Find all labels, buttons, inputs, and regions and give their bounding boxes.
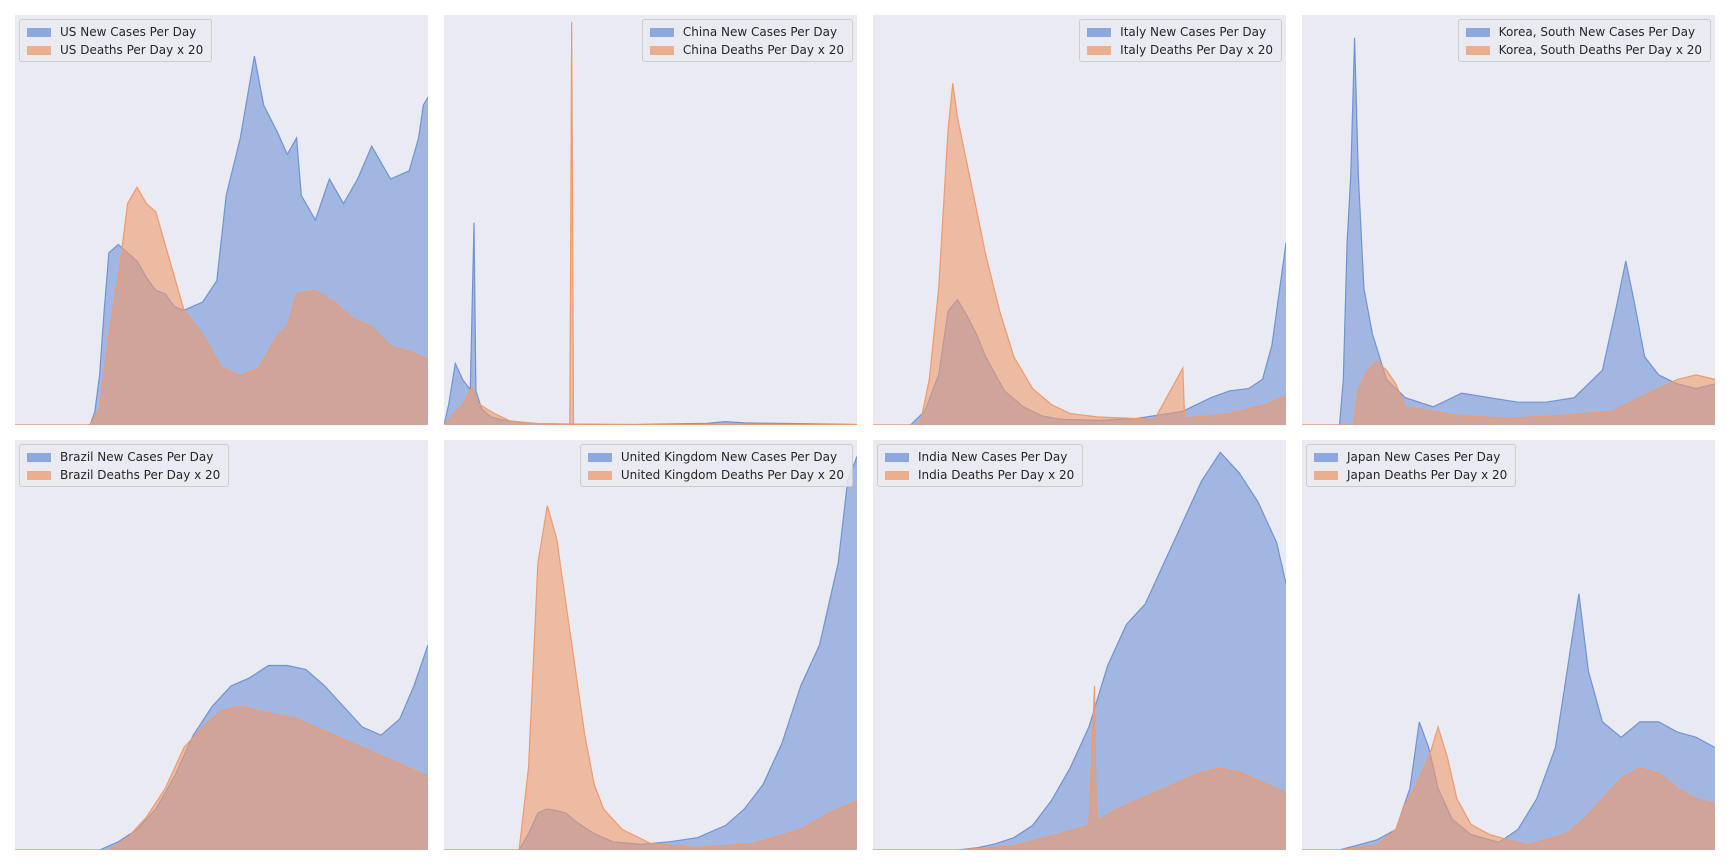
line-deaths-japan [1302, 724, 1715, 850]
legend-label: India New Cases Per Day [918, 450, 1068, 464]
legend-item: Brazil Deaths Per Day x 20 [27, 466, 220, 484]
legend-item: United Kingdom Deaths Per Day x 20 [587, 466, 844, 484]
line-cases-india [873, 451, 1286, 850]
legend-label: India Deaths Per Day x 20 [918, 468, 1075, 482]
legend-swatch-deaths [1314, 470, 1338, 480]
legend-swatch-deaths [885, 470, 909, 480]
legend-label: Korea, South New Cases Per Day [1498, 25, 1696, 39]
legend-united-kingdom: United Kingdom New Cases Per Day United K… [579, 444, 853, 487]
legend-label: US Deaths Per Day x 20 [60, 43, 204, 57]
plot-area-united-kingdom [444, 456, 857, 850]
legend-italy: Italy New Cases Per Day Italy Deaths Per … [1079, 19, 1282, 62]
legend-item: US New Cases Per Day [27, 23, 203, 41]
area-deaths-us [15, 187, 428, 425]
area-cases-india [873, 452, 1286, 850]
plot-area-japan [1302, 593, 1715, 850]
legend-item: Japan New Cases Per Day [1314, 448, 1507, 466]
line-deaths-italy [873, 83, 1286, 425]
legend-label: United Kingdom New Cases Per Day [620, 450, 838, 464]
line-deaths-united-kingdom [444, 505, 857, 850]
legend-swatch-deaths [587, 470, 612, 480]
legend-label: Italy New Cases Per Day [1120, 25, 1267, 39]
line-deaths-us [15, 185, 428, 425]
legend-label: Brazil Deaths Per Day x 20 [60, 468, 221, 482]
line-cases-korea-south [1302, 37, 1715, 425]
legend-label: China Deaths Per Day x 20 [682, 43, 844, 57]
line-deaths-india [873, 685, 1286, 850]
area-deaths-india [873, 686, 1286, 850]
plot-area-india [873, 451, 1286, 850]
chart-panel-korea-south: Korea, South New Cases Per Day Korea, Sou… [1302, 15, 1715, 425]
legend-swatch-deaths [649, 45, 674, 55]
chart-panel-brazil: Brazil New Cases Per Day Brazil Deaths Pe… [15, 440, 428, 850]
line-deaths-korea-south [1302, 360, 1715, 425]
legend-brazil: Brazil New Cases Per Day Brazil Deaths Pe… [19, 444, 230, 487]
legend-swatch-deaths [1465, 45, 1490, 55]
legend-item: China New Cases Per Day [649, 23, 844, 41]
area-deaths-united-kingdom [444, 505, 857, 850]
plot-area-brazil [15, 644, 428, 850]
legend-swatch-deaths [27, 45, 51, 55]
legend-swatch-cases [27, 452, 51, 462]
area-cases-china [444, 222, 857, 425]
legend-swatch-cases [885, 452, 909, 462]
legend-item: Italy New Cases Per Day [1087, 23, 1273, 41]
legend-swatch-cases [27, 27, 51, 37]
area-deaths-japan [1302, 727, 1715, 850]
area-deaths-italy [873, 83, 1286, 425]
chart-panel-italy: Italy New Cases Per Day Italy Deaths Per … [873, 15, 1286, 425]
legend-label: Korea, South Deaths Per Day x 20 [1498, 43, 1702, 57]
legend-swatch-deaths [1087, 45, 1112, 55]
legend-japan: Japan New Cases Per Day Japan Deaths Per … [1306, 444, 1517, 487]
legend-us: US New Cases Per Day US Deaths Per Day x … [19, 19, 213, 62]
legend-india: India New Cases Per Day India Deaths Per … [877, 444, 1084, 487]
plot-area-italy [873, 83, 1286, 425]
legend-item: Korea, South New Cases Per Day [1465, 23, 1702, 41]
legend-swatch-deaths [27, 470, 51, 480]
legend-label: Japan Deaths Per Day x 20 [1347, 468, 1508, 482]
legend-swatch-cases [649, 27, 674, 37]
legend-label: Brazil New Cases Per Day [60, 450, 214, 464]
line-cases-china [444, 222, 857, 425]
chart-panel-japan: Japan New Cases Per Day Japan Deaths Per … [1302, 440, 1715, 850]
legend-item: Brazil New Cases Per Day [27, 448, 220, 466]
legend-item: China Deaths Per Day x 20 [649, 41, 844, 59]
legend-label: China New Cases Per Day [682, 25, 838, 39]
area-deaths-brazil [15, 706, 428, 850]
line-deaths-china [444, 21, 857, 425]
area-deaths-korea-south [1302, 361, 1715, 425]
legend-swatch-cases [1087, 27, 1112, 37]
legend-item: India New Cases Per Day [885, 448, 1074, 466]
legend-swatch-cases [587, 452, 612, 462]
chart-panel-india: India New Cases Per Day India Deaths Per … [873, 440, 1286, 850]
area-cases-united-kingdom [444, 456, 857, 850]
chart-panel-china: China New Cases Per Day China Deaths Per … [444, 15, 857, 425]
legend-item: United Kingdom New Cases Per Day [587, 448, 844, 466]
legend-china: China New Cases Per Day China Deaths Per … [641, 19, 853, 62]
plot-area-us [15, 55, 428, 425]
legend-item: Korea, South Deaths Per Day x 20 [1465, 41, 1702, 59]
legend-item: Italy Deaths Per Day x 20 [1087, 41, 1273, 59]
plot-area-china [444, 21, 857, 425]
line-deaths-brazil [15, 705, 428, 850]
area-deaths-china [444, 21, 857, 425]
plot-area-korea-south [1302, 37, 1715, 425]
legend-label: US New Cases Per Day [60, 25, 197, 39]
area-cases-japan [1302, 593, 1715, 850]
legend-item: India Deaths Per Day x 20 [885, 466, 1074, 484]
legend-swatch-cases [1314, 452, 1338, 462]
legend-item: US Deaths Per Day x 20 [27, 41, 203, 59]
legend-label: United Kingdom Deaths Per Day x 20 [620, 468, 844, 482]
legend-item: Japan Deaths Per Day x 20 [1314, 466, 1507, 484]
line-cases-us [15, 55, 428, 425]
legend-label: Japan New Cases Per Day [1347, 450, 1501, 464]
legend-swatch-cases [1465, 27, 1490, 37]
chart-panel-us: US New Cases Per Day US Deaths Per Day x … [15, 15, 428, 425]
legend-korea-south: Korea, South New Cases Per Day Korea, Sou… [1457, 19, 1711, 62]
legend-label: Italy Deaths Per Day x 20 [1120, 43, 1273, 57]
chart-panel-united-kingdom: United Kingdom New Cases Per Day United K… [444, 440, 857, 850]
